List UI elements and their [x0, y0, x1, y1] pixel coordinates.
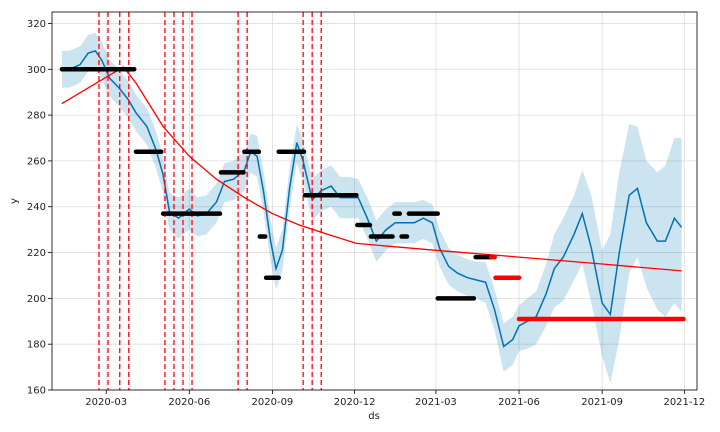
- x-tick-label: 2021-06: [498, 397, 540, 408]
- trend-series: [61, 66, 682, 272]
- y-tick-label: 320: [27, 19, 46, 30]
- y-tick-label: 280: [27, 111, 46, 122]
- x-tick-label: 2020-12: [334, 397, 376, 408]
- x-tick-label: 2021-12: [663, 397, 705, 408]
- plot-frame: [51, 11, 698, 391]
- y-tick-label: 300: [27, 65, 46, 76]
- y-tick-label: 220: [27, 248, 46, 259]
- y-axis-ticks: 160 180 200 220 240 260 280 300 320: [27, 19, 52, 397]
- observed-points: [59, 67, 494, 301]
- y-tick-label: 200: [27, 294, 46, 305]
- y-tick-label: 160: [27, 386, 46, 397]
- y-axis-label: y: [9, 198, 20, 204]
- plot-background: [52, 12, 697, 390]
- changepoint-lines: [98, 12, 322, 390]
- x-axis-ticks: 2020-03 2020-06 2020-09 2020-12 2021-03 2021-…: [85, 390, 705, 408]
- y-tick-label: 260: [27, 156, 46, 167]
- y-tick-label: 240: [27, 202, 46, 213]
- future-points: [488, 254, 686, 322]
- x-tick-label: 2021-03: [415, 397, 457, 408]
- forecast-series: [61, 50, 683, 348]
- uncertainty-area: [61, 32, 682, 384]
- x-tick-label: 2020-09: [252, 397, 294, 408]
- x-tick-label: 2021-09: [581, 397, 623, 408]
- y-tick-label: 180: [27, 340, 46, 351]
- x-tick-label: 2020-06: [168, 397, 210, 408]
- x-axis-label: ds: [368, 411, 380, 422]
- trend-line: [61, 66, 682, 272]
- x-tick-label: 2020-03: [85, 397, 127, 408]
- forecast-line: [61, 50, 683, 348]
- uncertainty-band: [61, 32, 682, 384]
